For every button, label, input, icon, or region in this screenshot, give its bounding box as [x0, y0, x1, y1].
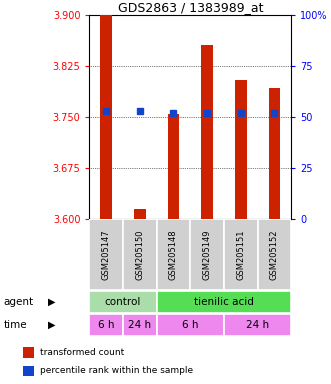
Bar — [167, 114, 179, 219]
Text: 6 h: 6 h — [98, 320, 115, 330]
Bar — [235, 81, 247, 219]
Bar — [157, 314, 224, 336]
Text: time: time — [3, 320, 27, 330]
Bar — [23, 347, 34, 358]
Text: 24 h: 24 h — [128, 320, 151, 330]
Bar — [89, 314, 123, 336]
Bar — [268, 88, 280, 219]
Text: 24 h: 24 h — [246, 320, 269, 330]
Text: GSM205150: GSM205150 — [135, 229, 144, 280]
Bar — [224, 314, 291, 336]
Bar — [157, 219, 190, 290]
Text: tienilic acid: tienilic acid — [194, 297, 254, 307]
Bar — [134, 209, 146, 219]
Bar — [23, 366, 34, 376]
Bar — [224, 219, 258, 290]
Bar — [100, 15, 112, 219]
Text: agent: agent — [3, 297, 33, 307]
Bar — [123, 219, 157, 290]
Text: ▶: ▶ — [48, 297, 55, 307]
Text: 6 h: 6 h — [182, 320, 199, 330]
Text: GSM205152: GSM205152 — [270, 229, 279, 280]
Text: GSM205149: GSM205149 — [203, 229, 212, 280]
Bar — [123, 314, 157, 336]
Bar — [89, 219, 123, 290]
Bar — [190, 219, 224, 290]
Title: GDS2863 / 1383989_at: GDS2863 / 1383989_at — [118, 1, 263, 14]
Bar — [258, 219, 291, 290]
Text: control: control — [105, 297, 141, 307]
Bar — [201, 45, 213, 219]
Text: transformed count: transformed count — [40, 348, 125, 357]
Bar — [157, 291, 291, 313]
Text: GSM205148: GSM205148 — [169, 229, 178, 280]
Text: ▶: ▶ — [48, 320, 55, 330]
Text: percentile rank within the sample: percentile rank within the sample — [40, 366, 194, 376]
Bar — [89, 291, 157, 313]
Text: GSM205147: GSM205147 — [102, 229, 111, 280]
Text: GSM205151: GSM205151 — [236, 229, 245, 280]
